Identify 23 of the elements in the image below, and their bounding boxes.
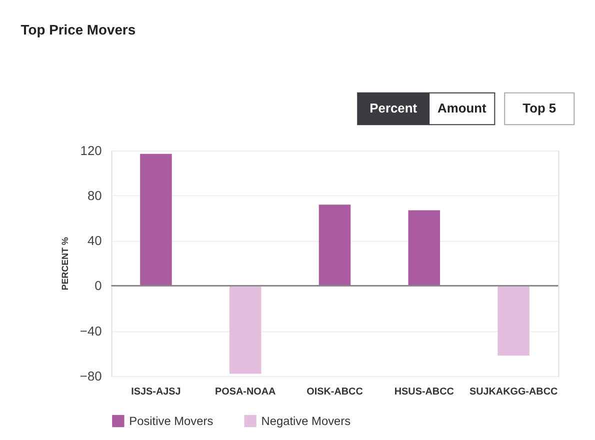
- x-tick-label: SUJKAKGG-ABCC: [469, 386, 558, 398]
- x-tick-label: OISK-ABCC: [306, 386, 363, 398]
- y-axis-title: PERCENT %: [60, 237, 70, 290]
- y-tick-label: 120: [80, 142, 102, 158]
- text: Amount: [438, 100, 487, 116]
- x-tick-label: HSUS-ABCC: [394, 386, 454, 398]
- legend-label: Positive Movers: [129, 414, 214, 428]
- y-tick-label: −80: [80, 368, 102, 384]
- bar: [318, 204, 351, 286]
- y-tick-label: 0: [94, 278, 102, 294]
- y-tick-label: 40: [87, 233, 102, 248]
- bar: [408, 210, 440, 286]
- y-tick-label: −40: [80, 323, 102, 338]
- text: Top 5: [522, 100, 556, 116]
- text: Percent: [370, 100, 418, 116]
- y-tick-label: 80: [87, 188, 102, 204]
- bar: [229, 286, 262, 374]
- bar: [140, 154, 172, 286]
- chart-title: Top Price Movers: [20, 22, 136, 38]
- legend-label: Negative Movers: [261, 414, 351, 428]
- bar: [498, 286, 530, 356]
- x-tick-label: ISJS-AJSJ: [131, 386, 181, 398]
- x-tick-label: POSA-NOAA: [215, 386, 276, 398]
